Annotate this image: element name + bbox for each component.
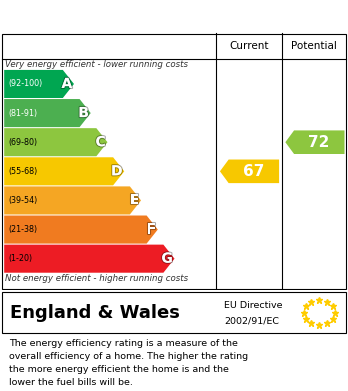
Text: (92-100): (92-100) <box>8 79 42 88</box>
Text: (1-20): (1-20) <box>8 254 32 263</box>
Polygon shape <box>220 160 279 183</box>
Text: EU Directive: EU Directive <box>224 301 283 310</box>
Polygon shape <box>285 131 345 154</box>
Polygon shape <box>4 245 175 273</box>
Text: (55-68): (55-68) <box>8 167 38 176</box>
Text: (81-91): (81-91) <box>8 109 38 118</box>
Text: (39-54): (39-54) <box>8 196 38 205</box>
Text: The energy efficiency rating is a measure of the
overall efficiency of a home. T: The energy efficiency rating is a measur… <box>9 339 248 387</box>
Text: Very energy efficient - lower running costs: Very energy efficient - lower running co… <box>5 60 188 69</box>
Text: Energy Efficiency Rating: Energy Efficiency Rating <box>9 10 219 25</box>
Text: England & Wales: England & Wales <box>10 303 180 321</box>
Text: Current: Current <box>229 41 269 51</box>
Polygon shape <box>4 70 74 98</box>
Text: C: C <box>95 135 106 149</box>
Text: E: E <box>130 194 139 208</box>
Text: Not energy efficient - higher running costs: Not energy efficient - higher running co… <box>5 274 188 283</box>
Polygon shape <box>4 157 124 185</box>
Polygon shape <box>4 187 141 215</box>
Polygon shape <box>4 99 91 127</box>
Text: F: F <box>147 222 156 237</box>
Text: (21-38): (21-38) <box>8 225 38 234</box>
Polygon shape <box>4 128 108 156</box>
Text: 67: 67 <box>243 164 264 179</box>
Text: Potential: Potential <box>291 41 337 51</box>
Text: G: G <box>161 252 173 265</box>
Text: 72: 72 <box>308 135 330 150</box>
Polygon shape <box>4 215 158 244</box>
Text: 2002/91/EC: 2002/91/EC <box>224 317 279 326</box>
Text: (69-80): (69-80) <box>8 138 38 147</box>
Text: A: A <box>62 77 72 91</box>
Text: D: D <box>111 164 122 178</box>
Text: B: B <box>78 106 89 120</box>
